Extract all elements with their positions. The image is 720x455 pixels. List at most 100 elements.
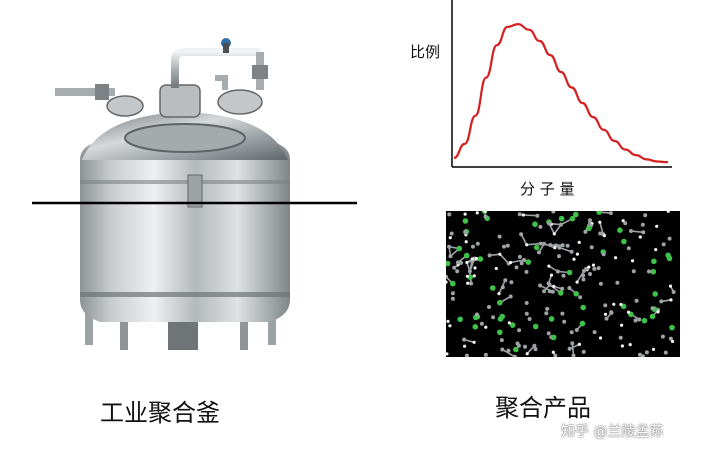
molecule-atom xyxy=(654,248,658,252)
molecule-atom xyxy=(524,269,529,274)
molecule-atom xyxy=(608,211,613,216)
molecule-atom xyxy=(640,222,645,227)
molecule-atom xyxy=(549,273,554,277)
molecule-atom xyxy=(598,336,603,340)
molecule-atom xyxy=(566,269,573,276)
molecule-atom xyxy=(471,244,475,249)
molecule-atom xyxy=(604,316,609,321)
molecule-atom xyxy=(457,316,463,323)
reactor-leg xyxy=(120,315,128,350)
molecule-atom xyxy=(667,236,672,241)
molecule-atom xyxy=(614,256,618,260)
molecule-atom xyxy=(651,258,657,265)
molecule-atom xyxy=(626,310,631,314)
molecule-bond xyxy=(599,221,604,235)
molecule-atom xyxy=(472,274,476,278)
molecule-atom xyxy=(546,281,551,286)
reactor-leg xyxy=(85,300,93,345)
molecule-atom xyxy=(499,338,504,343)
molecule-atom xyxy=(494,266,498,271)
molecule-atom xyxy=(474,256,478,261)
molecule-atom xyxy=(651,347,656,351)
molecule-atom xyxy=(656,310,660,314)
molecule-atom xyxy=(542,289,547,294)
reactor-pipe xyxy=(171,48,260,88)
molecule-atom xyxy=(584,266,589,271)
molecule-atom xyxy=(669,298,673,302)
molecule-atom xyxy=(559,222,563,227)
molecule-atom xyxy=(502,244,506,249)
reactor-sight-glass xyxy=(187,174,203,208)
molecule-atom xyxy=(522,258,527,262)
molecule-atom xyxy=(571,353,576,357)
molecule-atom xyxy=(598,220,602,224)
molecule-atom xyxy=(487,305,491,309)
molecule-atom xyxy=(644,350,649,355)
molecule-atom xyxy=(581,273,586,278)
molecule-atom xyxy=(538,283,543,288)
molecule-atom xyxy=(519,232,524,237)
reactor-leg xyxy=(240,315,248,350)
molecule-atom xyxy=(640,354,645,357)
polymer-molecules xyxy=(446,211,676,357)
molecule-atom xyxy=(463,344,467,348)
molecule-atom xyxy=(523,344,527,349)
molecule-atom xyxy=(602,234,606,238)
molecule-atom xyxy=(527,317,532,321)
molecule-atom xyxy=(538,241,543,246)
molecule-atom xyxy=(547,264,551,268)
molecule-atom xyxy=(638,235,642,239)
molecule-atom xyxy=(475,241,480,246)
molecule-atom xyxy=(525,259,532,265)
molecule-atom xyxy=(465,260,469,265)
molecule-atom xyxy=(575,252,579,256)
molecule-atom xyxy=(591,263,596,267)
molecule-atom xyxy=(578,295,583,300)
molecule-atom xyxy=(447,244,452,249)
molecule-atom xyxy=(596,211,602,215)
distribution-curve xyxy=(453,22,669,164)
reactor-band xyxy=(80,292,290,297)
molecule-atom xyxy=(633,318,638,323)
molecule-atom xyxy=(569,330,574,335)
reactor-valve xyxy=(252,65,268,79)
molecule-atom xyxy=(448,254,453,259)
valve-stem xyxy=(223,43,229,53)
molecule-atom xyxy=(547,289,552,294)
molecule-atom xyxy=(555,269,560,274)
molecule-bond xyxy=(559,246,572,253)
x-axis-label: 分 子 量 xyxy=(520,180,575,198)
molecule-atom xyxy=(569,215,576,222)
molecule-atom xyxy=(652,291,658,297)
molecule-atom xyxy=(534,244,540,251)
molecule-atom xyxy=(665,252,671,259)
molecule-bond xyxy=(630,230,644,234)
molecule-atom xyxy=(463,212,467,216)
molecule-atom xyxy=(475,211,479,215)
molecule-atom xyxy=(548,243,553,247)
molecule-atom xyxy=(448,236,452,240)
reactor-port xyxy=(106,95,144,117)
molecule-atom xyxy=(537,250,541,255)
reactor-motor xyxy=(159,84,201,118)
molecule-atom xyxy=(579,320,586,327)
molecule-atom xyxy=(587,265,591,269)
molecule-atom xyxy=(637,317,642,322)
molecule-atom xyxy=(659,299,664,304)
molecule-atom xyxy=(670,339,675,343)
molecule-bond xyxy=(469,258,474,272)
molecule-atom xyxy=(586,225,592,232)
reactor-valve xyxy=(95,84,109,100)
molecule-atom xyxy=(450,296,455,301)
molecule-atom xyxy=(462,218,469,224)
molecule-bond xyxy=(571,343,575,356)
molecule-atom xyxy=(525,243,529,247)
molecule-atom xyxy=(650,268,657,275)
molecule-atom xyxy=(588,272,592,276)
molecule-atom xyxy=(589,245,594,250)
molecule-atom xyxy=(455,269,460,274)
molecule-atom xyxy=(620,344,624,348)
molecule-atom xyxy=(447,212,452,217)
molecule-atom xyxy=(446,352,449,356)
molecule-atom xyxy=(514,265,519,270)
